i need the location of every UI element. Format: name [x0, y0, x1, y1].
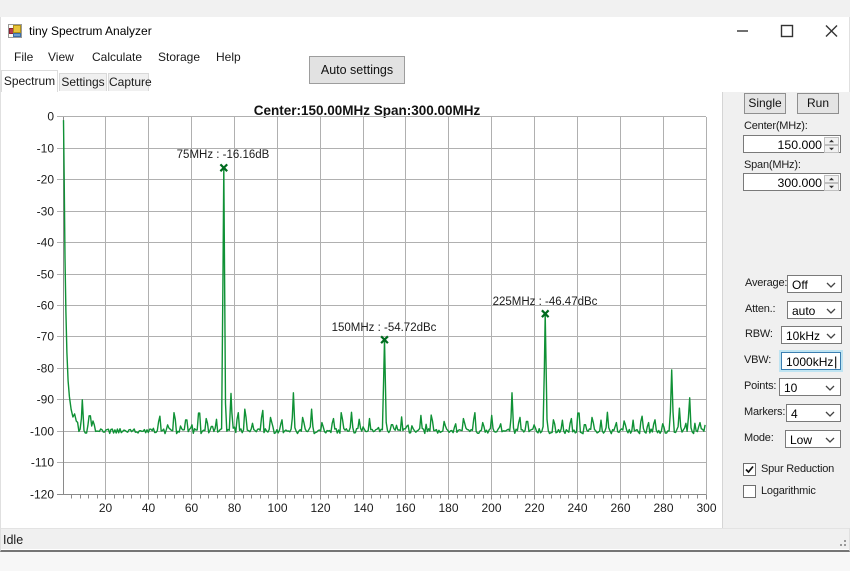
svg-text:-40: -40: [37, 236, 55, 250]
svg-text:160: 160: [395, 501, 415, 515]
svg-text:-110: -110: [31, 456, 54, 470]
svg-text:-10: -10: [37, 142, 55, 156]
svg-text:260: 260: [610, 501, 630, 515]
svg-text:-50: -50: [37, 268, 55, 282]
svg-text:120: 120: [310, 501, 330, 515]
svg-text:0: 0: [47, 110, 54, 124]
svg-text:150MHz : -54.72dBc: 150MHz : -54.72dBc: [332, 322, 437, 334]
svg-text:-120: -120: [30, 488, 54, 502]
svg-text:-100: -100: [30, 425, 54, 439]
svg-text:140: 140: [353, 501, 373, 515]
svg-text:225MHz : -46.47dBc: 225MHz : -46.47dBc: [493, 296, 598, 308]
svg-text:60: 60: [185, 501, 199, 515]
svg-text:80: 80: [228, 501, 242, 515]
svg-text:-70: -70: [37, 330, 55, 344]
svg-text:40: 40: [142, 501, 156, 515]
svg-text:Center:150.00MHz Span:300.00MH: Center:150.00MHz Span:300.00MHz: [254, 103, 481, 118]
svg-text:300: 300: [696, 501, 716, 515]
svg-text:200: 200: [481, 501, 501, 515]
svg-text:100: 100: [267, 501, 287, 515]
svg-text:20: 20: [99, 501, 113, 515]
svg-text:220: 220: [524, 501, 544, 515]
svg-text:-80: -80: [37, 362, 55, 376]
svg-text:-60: -60: [37, 299, 55, 313]
svg-text:-30: -30: [37, 205, 55, 219]
svg-text:-90: -90: [37, 393, 55, 407]
svg-text:280: 280: [653, 501, 673, 515]
svg-text:-20: -20: [37, 173, 55, 187]
svg-text:240: 240: [567, 501, 587, 515]
svg-text:75MHz : -16.16dB: 75MHz : -16.16dB: [177, 149, 270, 161]
svg-text:180: 180: [438, 501, 458, 515]
